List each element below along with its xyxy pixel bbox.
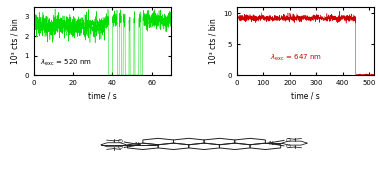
Text: O: O bbox=[285, 144, 290, 149]
Text: O: O bbox=[285, 138, 290, 143]
Text: O: O bbox=[118, 139, 123, 144]
Text: O: O bbox=[118, 145, 123, 150]
X-axis label: time / s: time / s bbox=[291, 92, 320, 100]
X-axis label: time / s: time / s bbox=[88, 92, 117, 100]
Y-axis label: 10³ cts / bin: 10³ cts / bin bbox=[10, 18, 19, 64]
Y-axis label: 10³ cts / bin: 10³ cts / bin bbox=[209, 18, 218, 64]
Text: N: N bbox=[269, 141, 274, 146]
Text: N: N bbox=[135, 142, 139, 147]
Text: $\lambda_{\rm exc}$ = 520 nm: $\lambda_{\rm exc}$ = 520 nm bbox=[40, 58, 91, 68]
Text: $\lambda_{\rm exc}$ = 647 nm: $\lambda_{\rm exc}$ = 647 nm bbox=[270, 53, 322, 63]
